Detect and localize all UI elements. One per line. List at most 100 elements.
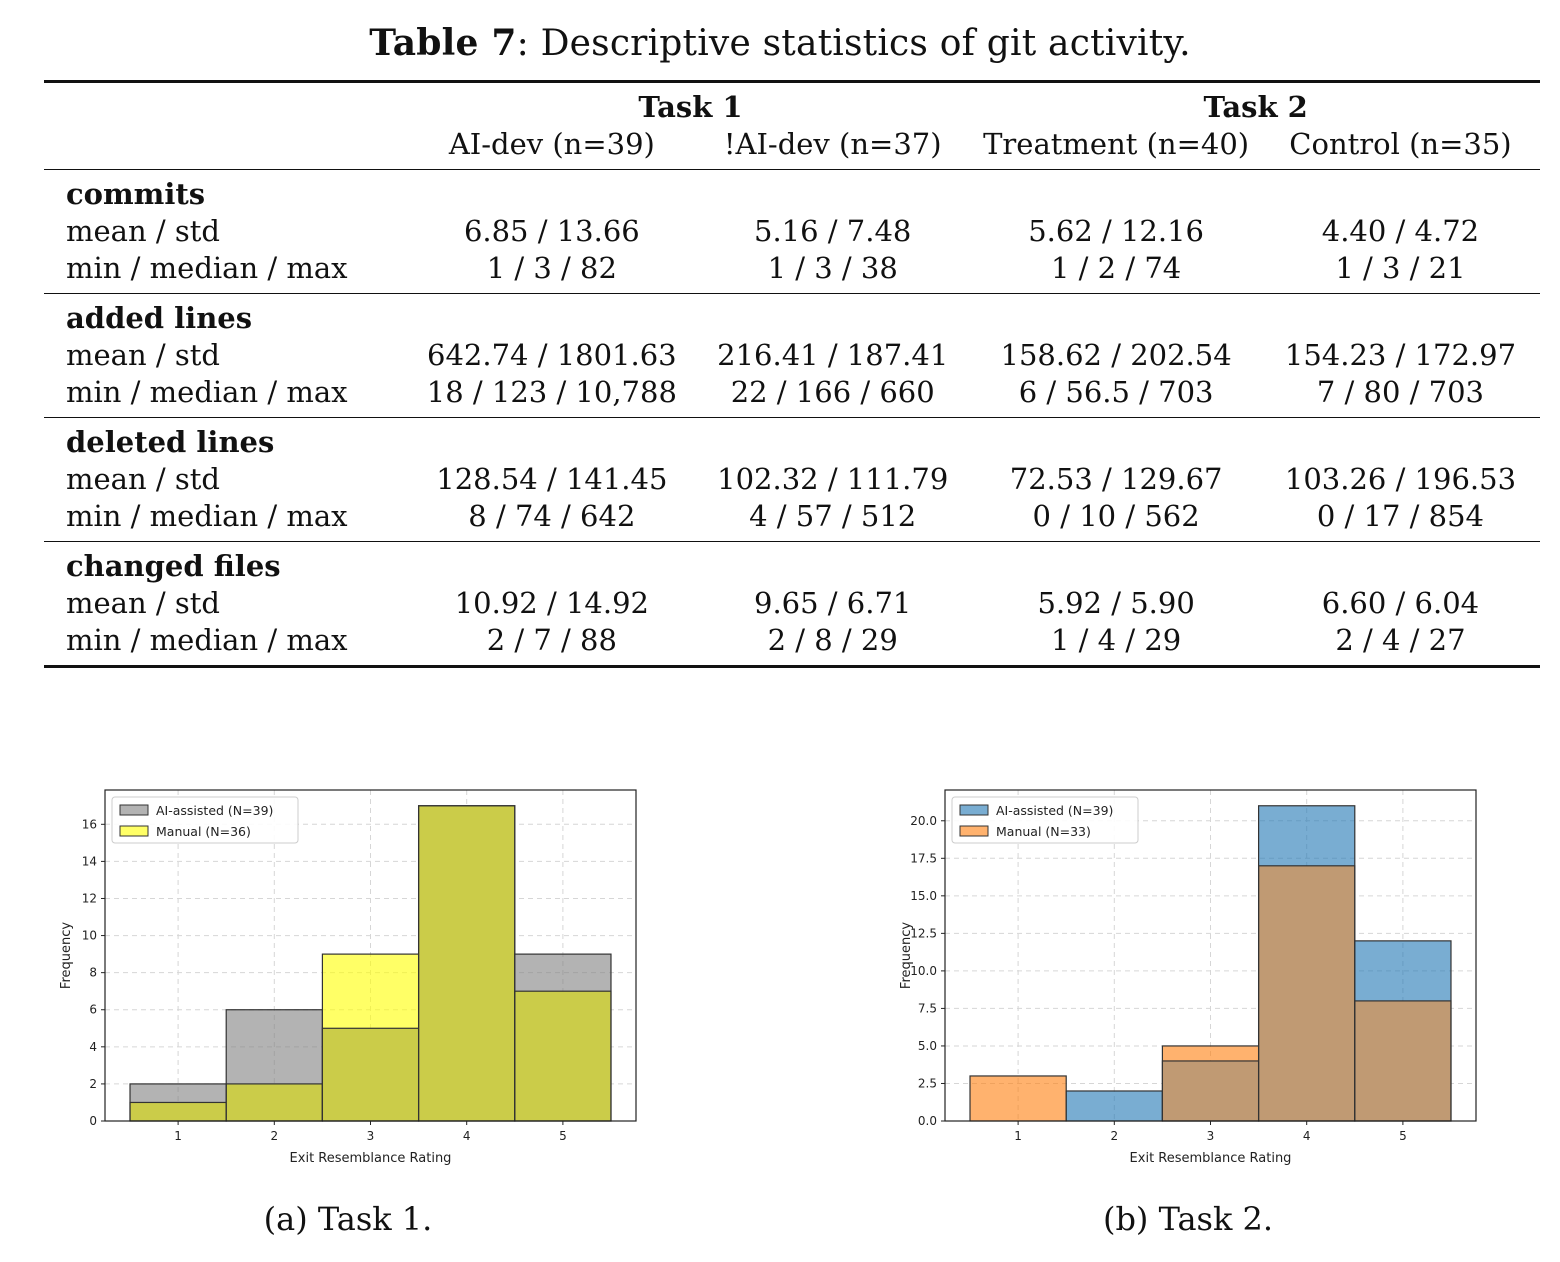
table-cell: 22 / 166 / 660 — [730, 375, 935, 409]
y-tick-label: 0 — [89, 1114, 97, 1128]
x-axis-label: Exit Resemblance Rating — [1130, 1151, 1292, 1166]
table-cell: 642.74 / 1801.63 — [427, 338, 677, 372]
table-cell: 4.40 / 4.72 — [1321, 214, 1480, 248]
legend-label: Manual (N=36) — [156, 824, 251, 839]
table-cell: 1 / 3 / 82 — [486, 251, 617, 285]
x-tick-label: 3 — [367, 1129, 375, 1143]
table-cell: 1 / 4 / 29 — [1051, 623, 1182, 657]
y-tick-label: 5.0 — [918, 1039, 937, 1053]
y-tick-label: 8 — [89, 966, 97, 980]
bar-overlap — [130, 1102, 227, 1121]
y-tick-label: 12.5 — [910, 926, 937, 940]
legend-swatch — [959, 804, 989, 816]
y-tick-label: 15.0 — [910, 889, 937, 903]
table-cell: 9.65 / 6.71 — [754, 586, 912, 620]
y-tick-label: 17.5 — [910, 851, 937, 865]
bar-excess — [322, 954, 419, 1029]
bar-overlap — [1258, 865, 1355, 1121]
bar-excess — [970, 1075, 1067, 1121]
bar-excess — [1258, 805, 1355, 866]
legend-box — [951, 796, 1139, 844]
y-tick-label: 14 — [82, 854, 97, 868]
legend-swatch — [119, 804, 149, 816]
table-cell: 2 / 4 / 27 — [1335, 623, 1466, 657]
row-label: min / median / max — [66, 499, 348, 533]
y-tick-label: 4 — [89, 1040, 97, 1054]
y-tick-label: 2 — [89, 1077, 97, 1091]
bar-excess — [130, 1083, 227, 1103]
table-cell: 158.62 / 202.54 — [1000, 338, 1232, 372]
table-cell: 18 / 123 / 10,788 — [426, 375, 677, 409]
bar-overlap — [1162, 1060, 1259, 1121]
table-cell: 5.92 / 5.90 — [1037, 586, 1195, 620]
table-cell: 0 / 17 / 854 — [1316, 499, 1485, 533]
bar-excess — [1354, 940, 1451, 1001]
section-title: commits — [66, 177, 206, 211]
y-tick-label: 10 — [82, 929, 97, 943]
table-cell: 102.32 / 111.79 — [717, 462, 949, 496]
y-axis-label: Frequency — [59, 922, 74, 989]
table-cell: 10.92 / 14.92 — [454, 586, 649, 620]
table-cell: 1 / 2 / 74 — [1051, 251, 1182, 285]
table-cell: 5.16 / 7.48 — [754, 214, 912, 248]
section-title: changed files — [66, 549, 281, 583]
row-label: min / median / max — [66, 623, 348, 657]
group-header-task2: Task 2 — [1203, 90, 1308, 124]
histogram-task1: 0 2 4 6 8 10 12 14 16 1 2 3 4 5 Exit Resemblance Ratin… — [50, 782, 650, 1186]
table-cell: 7 / 80 / 703 — [1316, 375, 1485, 409]
table-cell: 103.26 / 196.53 — [1284, 462, 1517, 496]
table-caption-text: : Descriptive statistics of git activity… — [516, 23, 1191, 64]
row-label: min / median / max — [66, 251, 348, 285]
table-caption-label: Table 7 — [369, 22, 517, 64]
histogram-task2-svg: 0.0 2.5 5.0 7.5 10.0 12.5 15.0 17.5 20.0 1 2 3 4 5 Exi… — [899, 789, 1477, 1166]
y-tick-label: 0.0 — [918, 1114, 937, 1128]
table-cell: 0 / 10 / 562 — [1032, 499, 1200, 533]
x-axis-label: Exit Resemblance Rating — [290, 1151, 452, 1166]
x-tick-label: 2 — [1110, 1129, 1118, 1143]
table-cell: 2 / 8 / 29 — [767, 623, 898, 657]
table-cell: 4 / 57 / 512 — [749, 499, 917, 533]
subcaption-task2: (b) Task 2. — [1102, 1200, 1274, 1238]
x-tick-label: 1 — [174, 1129, 182, 1143]
bar-overlap — [514, 991, 611, 1121]
table-cell: 6.60 / 6.04 — [1321, 586, 1480, 620]
y-tick-label: 20.0 — [910, 814, 937, 828]
column-header: Treatment (n=40) — [983, 127, 1250, 161]
row-label: mean / std — [66, 462, 220, 496]
table-cell: 1 / 3 / 38 — [767, 251, 898, 285]
legend-swatch — [119, 825, 149, 837]
bar-excess — [514, 954, 611, 992]
stats-table: Task 1 Task 2 AI-dev (n=39) !AI-dev (n=3… — [44, 80, 1540, 669]
row-label: mean / std — [66, 214, 220, 248]
section-title: deleted lines — [66, 425, 275, 459]
section-title: added lines — [66, 301, 253, 335]
subcaption-task1: (a) Task 1. — [263, 1200, 433, 1238]
row-label: mean / std — [66, 338, 220, 372]
table-cell: 6 / 56.5 / 703 — [1018, 375, 1214, 409]
y-tick-label: 12 — [82, 891, 97, 905]
y-tick-label: 7.5 — [918, 1001, 937, 1015]
legend-label: AI-assisted (N=39) — [996, 803, 1113, 818]
x-tick-label: 5 — [559, 1129, 567, 1143]
histogram-task2: 0.0 2.5 5.0 7.5 10.0 12.5 15.0 17.5 20.0 1 2 3 4 5 Exi… — [890, 782, 1490, 1186]
y-tick-label: 10.0 — [910, 964, 937, 978]
bar-excess — [226, 1009, 323, 1084]
table-cell: 216.41 / 187.41 — [717, 338, 949, 372]
column-header: Control (n=35) — [1289, 127, 1512, 161]
bar-overlap — [1354, 1000, 1451, 1121]
bar-excess — [1066, 1090, 1163, 1121]
y-tick-label: 2.5 — [918, 1076, 937, 1090]
x-tick-label: 4 — [1303, 1129, 1311, 1143]
table-cell: 1 / 3 / 21 — [1335, 251, 1466, 285]
column-header: AI-dev (n=39) — [448, 127, 655, 161]
x-tick-label: 5 — [1399, 1129, 1407, 1143]
row-label: min / median / max — [66, 375, 348, 409]
table-cell: 154.23 / 172.97 — [1284, 338, 1517, 372]
x-tick-label: 2 — [270, 1129, 278, 1143]
bar-overlap — [322, 1028, 419, 1121]
legend-box — [111, 796, 299, 844]
legend-label: AI-assisted (N=39) — [156, 803, 273, 818]
table-cell: 5.62 / 12.16 — [1028, 214, 1205, 248]
table-cell: 8 / 74 / 642 — [468, 499, 636, 533]
bar-overlap — [418, 805, 515, 1121]
